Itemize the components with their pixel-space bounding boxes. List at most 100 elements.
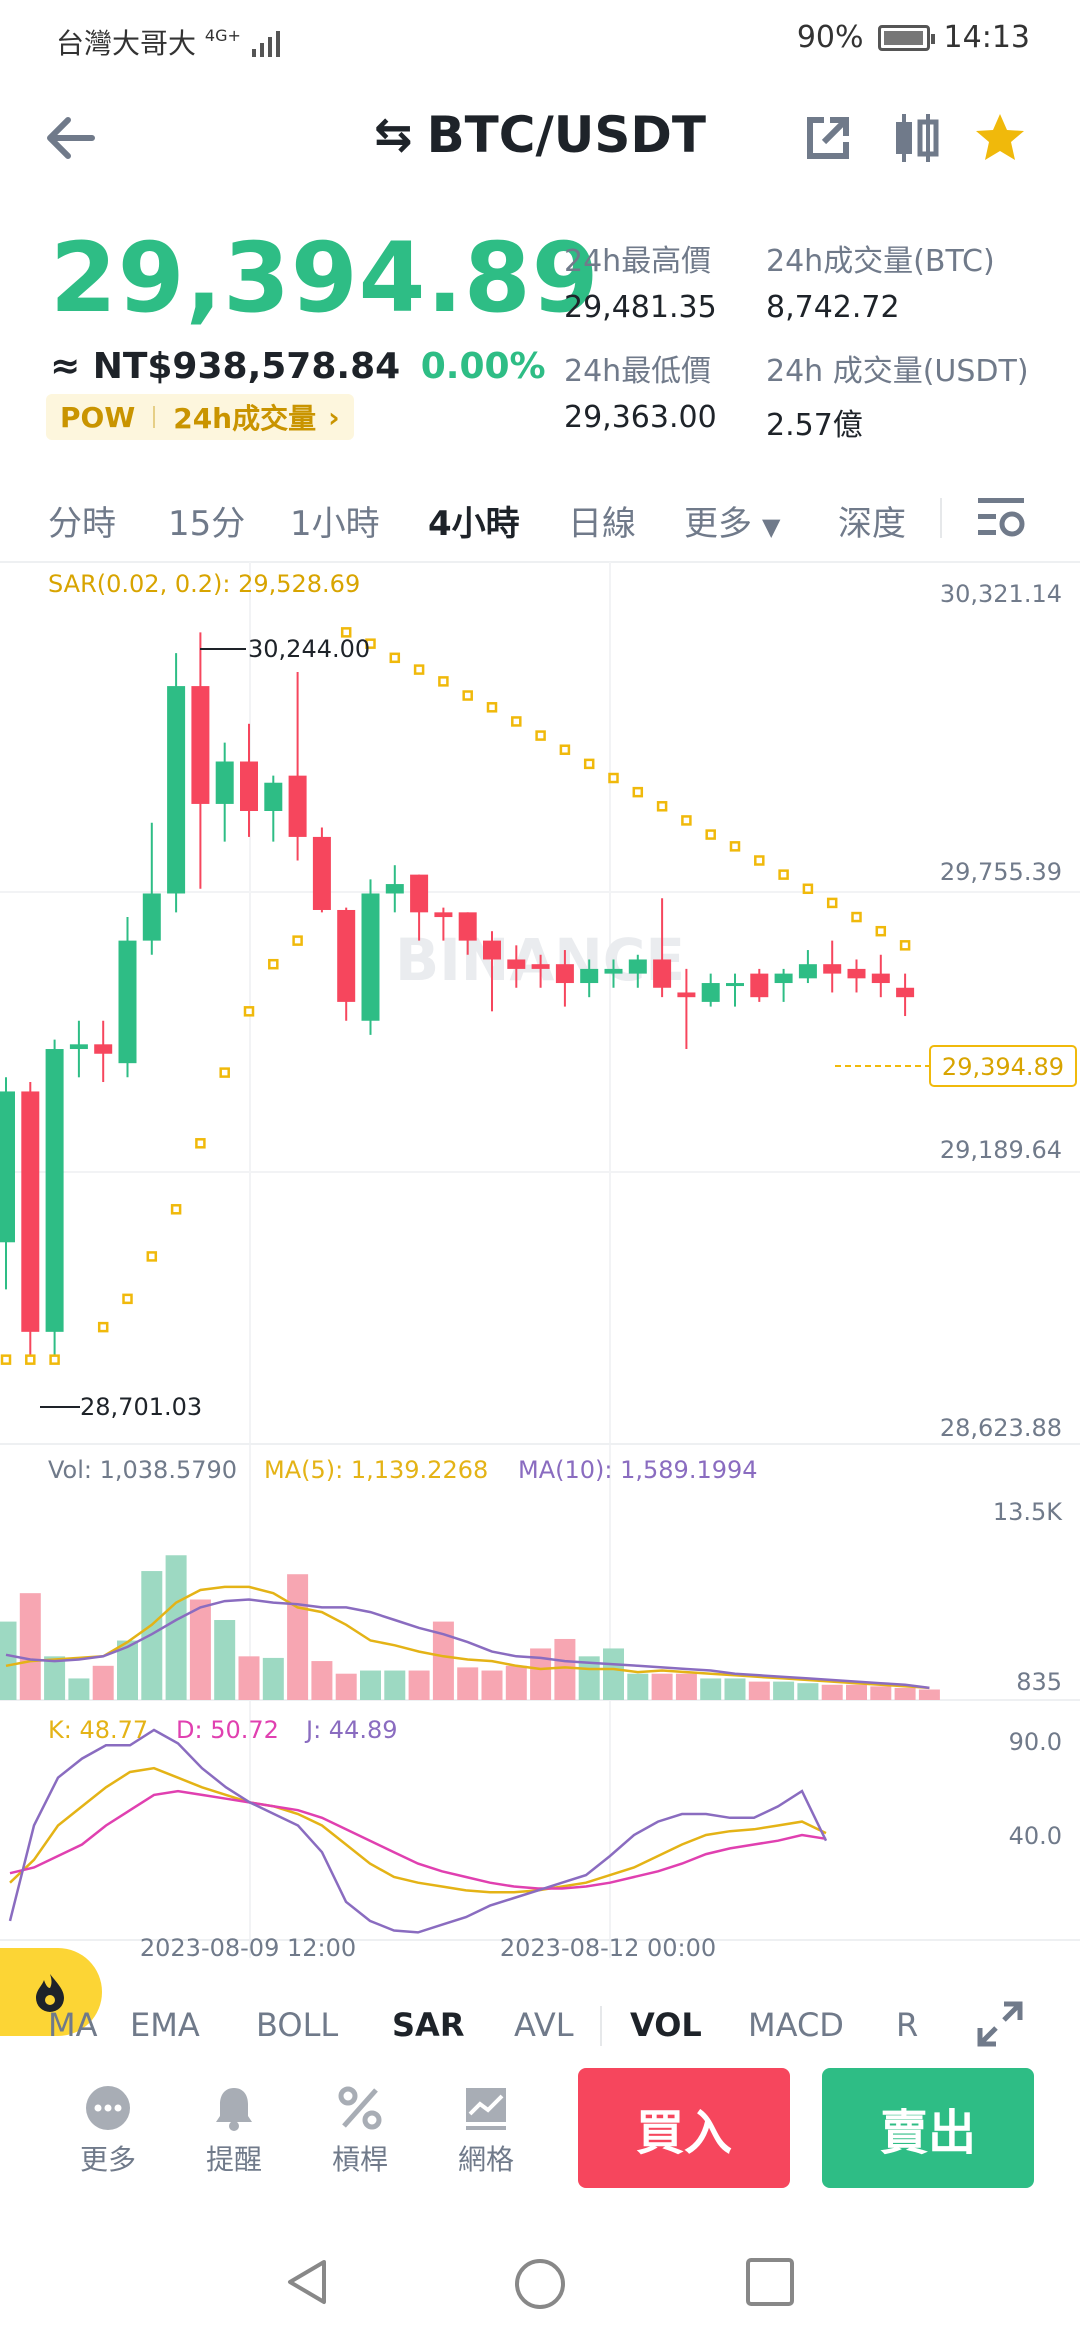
candle-body bbox=[45, 1049, 64, 1332]
volume-bar bbox=[457, 1667, 479, 1700]
indicator-ma[interactable]: MA bbox=[48, 2006, 98, 2044]
tab-depth[interactable]: 深度 bbox=[838, 504, 906, 544]
nav-home-icon[interactable] bbox=[512, 2256, 568, 2312]
indicator-r[interactable]: R bbox=[896, 2006, 919, 2044]
tab-1d[interactable]: 日線 bbox=[568, 504, 636, 544]
carrier-name: 台灣大哥大 bbox=[56, 27, 197, 60]
sell-button[interactable]: 賣出 bbox=[822, 2068, 1034, 2188]
indicator-macd[interactable]: MACD bbox=[748, 2006, 844, 2044]
more-button[interactable]: 更多 bbox=[58, 2084, 158, 2178]
floating-action-button[interactable] bbox=[0, 1948, 102, 2036]
kdj-j-line bbox=[8, 1728, 828, 1934]
volume-bar bbox=[44, 1656, 66, 1700]
candle-body bbox=[677, 992, 696, 998]
volume-bar bbox=[0, 1621, 17, 1700]
stat-24h-low: 24h最低價 29,363.00 bbox=[564, 354, 717, 435]
ma10-line bbox=[5, 1598, 930, 1690]
price-change: 0.00% bbox=[420, 346, 546, 387]
more-dots-icon bbox=[86, 2086, 130, 2130]
flame-icon bbox=[36, 1974, 64, 2012]
volume-bar bbox=[165, 1555, 187, 1700]
sar-dot bbox=[632, 786, 644, 798]
sar-dot bbox=[608, 772, 619, 784]
volume-bar bbox=[287, 1574, 309, 1700]
tab-15m[interactable]: 15分 bbox=[168, 504, 246, 544]
candle-body bbox=[896, 987, 915, 998]
leverage-label: 槓桿 bbox=[331, 2143, 388, 2176]
indicator-vol[interactable]: VOL bbox=[630, 2006, 702, 2044]
ma5-line bbox=[5, 1585, 930, 1690]
tab-more[interactable]: 更多 ▼ bbox=[684, 496, 780, 545]
ma5-label: MA(5): 1,139.2268 bbox=[264, 1456, 488, 1484]
sar-dot bbox=[681, 815, 692, 826]
chart-settings-icon[interactable] bbox=[974, 492, 1028, 544]
clock: 14:13 bbox=[943, 20, 1030, 55]
volume-bar bbox=[335, 1673, 357, 1700]
volume-bar bbox=[554, 1638, 576, 1700]
indicator-boll[interactable]: BOLL bbox=[256, 2006, 339, 2044]
stat-24h-volume-usdt: 24h 成交量(USDT) 2.57億 bbox=[766, 354, 1029, 443]
volume-bar bbox=[651, 1673, 673, 1700]
fullscreen-icon[interactable] bbox=[974, 1998, 1026, 2050]
bell-icon bbox=[216, 2088, 252, 2131]
arrow-left-icon[interactable] bbox=[40, 110, 104, 166]
candle-body bbox=[798, 964, 817, 979]
sar-dot bbox=[0, 1354, 12, 1365]
candle-body bbox=[847, 968, 866, 979]
pow-tag[interactable]: POW bbox=[60, 400, 136, 434]
kdj-j-label: J: 44.89 bbox=[304, 1716, 398, 1744]
kdj-k-line bbox=[9, 1766, 827, 1894]
tab-4h[interactable]: 4小時 bbox=[428, 504, 520, 544]
share-icon[interactable] bbox=[800, 110, 856, 166]
tab-more-label: 更多 bbox=[684, 504, 752, 544]
candle-body bbox=[507, 959, 526, 969]
tag-row[interactable]: POW 24h成交量 › bbox=[46, 394, 354, 440]
nav-recents-icon[interactable] bbox=[744, 2256, 796, 2308]
indicator-avl[interactable]: AVL bbox=[514, 2006, 574, 2044]
candle-body bbox=[628, 959, 647, 974]
last-price: 29,394.89 bbox=[50, 222, 600, 334]
fiat-value: ≈ NT$938,578.84 bbox=[50, 346, 401, 387]
leverage-button[interactable]: 槓桿 bbox=[310, 2084, 410, 2178]
volume-bar bbox=[773, 1681, 795, 1700]
grid-bot-icon bbox=[466, 2088, 506, 2130]
indicator-tabs: MA EMA BOLL SAR AVL VOL MACD R bbox=[0, 1988, 1080, 2060]
volume-axis-bottom: 835 bbox=[1016, 1668, 1062, 1696]
indicator-sar[interactable]: SAR bbox=[392, 2006, 465, 2044]
candle-compare-icon[interactable] bbox=[888, 110, 944, 166]
volume-bar bbox=[68, 1678, 90, 1700]
sar-dot bbox=[292, 935, 303, 946]
kline-chart[interactable]: BINANCE SAR(0.02, 0.2): 29,528.69 30,321… bbox=[0, 560, 1080, 1958]
caret-down-icon: ▼ bbox=[762, 513, 781, 541]
status-bar: 台灣大哥大 4G+ 90% 14:13 bbox=[0, 0, 1080, 76]
grid-button[interactable]: 網格 bbox=[436, 2084, 536, 2178]
sar-dot bbox=[146, 1251, 158, 1262]
star-icon[interactable] bbox=[972, 110, 1028, 166]
candle-body bbox=[531, 964, 550, 969]
more-label: 更多 bbox=[79, 2143, 136, 2176]
grid-label: 網格 bbox=[457, 2143, 514, 2176]
volume-bar bbox=[92, 1665, 114, 1700]
alert-button[interactable]: 提醒 bbox=[184, 2084, 284, 2178]
sar-dot bbox=[243, 1006, 255, 1017]
pair-title[interactable]: ⇆ BTC/USDT bbox=[0, 106, 1080, 164]
date-label-2: 2023-08-12 00:00 bbox=[500, 1934, 716, 1958]
nav-back-icon[interactable] bbox=[282, 2256, 334, 2308]
tab-time-share[interactable]: 分時 bbox=[48, 504, 116, 544]
candle-body bbox=[580, 968, 599, 984]
candle-body bbox=[337, 909, 356, 1002]
sar-dot bbox=[268, 958, 279, 970]
volume-bar bbox=[481, 1670, 503, 1700]
volume-rank-link[interactable]: 24h成交量 bbox=[173, 402, 317, 435]
buy-button[interactable]: 買入 bbox=[578, 2068, 790, 2188]
axis-label-bottom: 28,623.88 bbox=[940, 1414, 1062, 1442]
leverage-icon bbox=[338, 2086, 382, 2130]
indicator-ema[interactable]: EMA bbox=[130, 2006, 200, 2044]
candle-body bbox=[458, 912, 477, 941]
tab-1h[interactable]: 1小時 bbox=[290, 504, 380, 544]
last-price-marker-label: 29,394.89 bbox=[942, 1053, 1064, 1081]
sar-dot bbox=[340, 627, 352, 638]
candle-body bbox=[701, 983, 720, 1002]
volume-bar bbox=[384, 1670, 406, 1700]
kdj-axis-top: 90.0 bbox=[1009, 1728, 1062, 1756]
